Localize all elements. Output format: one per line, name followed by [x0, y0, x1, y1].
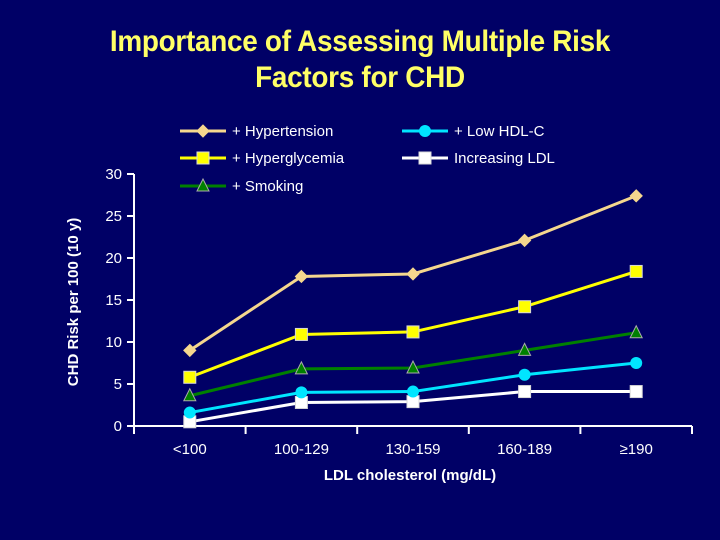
series-hyperglycemia [183, 264, 643, 384]
y-tick-label: 15 [105, 292, 122, 309]
y-tick-label: 10 [105, 334, 122, 351]
legend-label: Increasing LDL [454, 150, 555, 167]
x-tick-label: 100-129 [274, 441, 329, 458]
legend: + Hypertension + Hyperglycemia + Smoking + … [180, 123, 555, 195]
legend-item: + Smoking [180, 177, 303, 195]
data-point [518, 385, 532, 399]
y-tick-label: 20 [105, 250, 122, 267]
data-point [407, 385, 419, 398]
x-axis-title: LDL cholesterol (mg/dL) [324, 467, 496, 484]
data-point [294, 327, 308, 341]
title-line-2: Factors for CHD [255, 61, 465, 94]
data-point [517, 233, 532, 248]
series-smoking [182, 324, 644, 402]
legend-marker [419, 125, 431, 137]
legend-item: + Low HDL-C [402, 123, 545, 140]
data-point [518, 368, 531, 381]
y-tick-label: 5 [114, 376, 122, 393]
data-point [294, 269, 309, 284]
legend-marker [418, 151, 432, 165]
data-point [183, 343, 197, 358]
legend-item: Increasing LDL [402, 150, 555, 167]
legend-marker [196, 151, 210, 165]
data-point [183, 406, 196, 419]
legend-marker [196, 177, 210, 192]
data-point [629, 385, 643, 399]
data-point [518, 300, 532, 314]
data-point [183, 370, 197, 384]
data-point [629, 189, 643, 203]
series-group [182, 189, 644, 429]
data-point [629, 264, 643, 278]
slide-title: Importance of Assessing Multiple Risk Fa… [25, 24, 695, 96]
y-tick-label: 30 [105, 166, 122, 183]
legend-marker [196, 124, 210, 138]
series-low-hdl-c [183, 357, 643, 419]
axes: 0 5 10 15 20 25 30 <100 100-129 130-159 160-189 ≥19… [105, 166, 693, 458]
data-point [294, 360, 309, 375]
data-point [182, 387, 197, 402]
data-point [406, 325, 420, 339]
legend-label: + Smoking [232, 178, 303, 195]
legend-item: + Hypertension [180, 123, 333, 140]
x-tick-label: ≥190 [620, 441, 653, 458]
data-point [630, 357, 643, 369]
y-tick-label: 25 [105, 208, 122, 225]
data-point [517, 342, 532, 356]
legend-label: + Low HDL-C [454, 123, 545, 140]
x-tick-label: <100 [173, 441, 207, 458]
series-hypertension [183, 189, 643, 358]
data-point [295, 386, 308, 399]
legend-item: + Hyperglycemia [180, 150, 345, 167]
data-point [406, 359, 420, 374]
title-line-1: Importance of Assessing Multiple Risk [109, 25, 611, 58]
x-tick-label: 160-189 [497, 441, 552, 458]
data-point [629, 324, 644, 339]
data-point [406, 267, 420, 281]
legend-label: + Hyperglycemia [232, 150, 345, 167]
x-tick-label: 130-159 [385, 441, 440, 458]
y-tick-label: 0 [114, 418, 122, 435]
y-axis-title: CHD Risk per 100 (10 y) [65, 218, 82, 386]
legend-label: + Hypertension [232, 123, 333, 140]
